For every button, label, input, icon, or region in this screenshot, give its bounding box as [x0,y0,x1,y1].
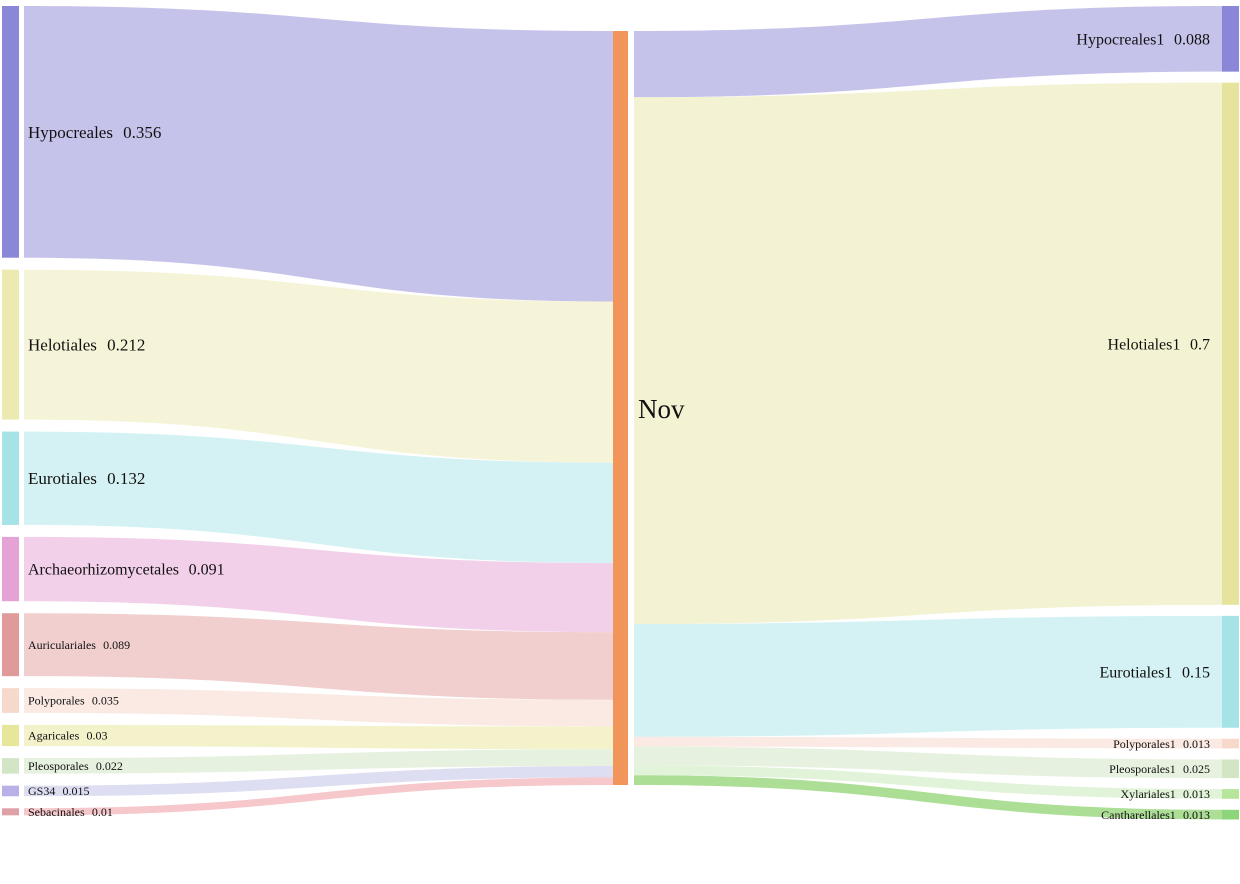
node-label-cantharellales1: Cantharellales1 0.013 [1101,808,1210,822]
label-name-sebacinales: Sebacinales [28,805,85,819]
node-label-archaeorhizomycetales: Archaeorhizomycetales 0.091 [28,562,225,579]
node-gs34 [2,785,19,797]
link-agaricales-nov [24,724,613,750]
link-archaeorhizomycetales-nov [24,536,613,633]
label-value-eurotiales1: 0.15 [1182,664,1210,681]
label-value-agaricales: 0.03 [87,729,108,743]
link-nov-polyporales1 [634,736,1222,749]
node-auriculariales [2,613,19,677]
label-value-cantharellales1: 0.013 [1183,808,1210,822]
node-label-pleosporales1: Pleosporales1 0.025 [1109,762,1210,776]
label-value-helotiales: 0.212 [107,336,145,355]
node-sebacinales [2,808,19,816]
node-eurotiales1 [1222,615,1239,728]
label-name-pleosporales: Pleosporales [28,759,89,773]
nodes [2,6,1239,820]
node-cantharellales1 [1222,809,1239,820]
label-value-helotiales1: 0.7 [1190,336,1210,353]
node-pleosporales1 [1222,759,1239,779]
link-gs34-nov [24,765,613,797]
link-nov-hypocreales1 [634,6,1222,98]
label-value-polyporales: 0.035 [92,694,119,708]
label-value-auriculariales: 0.089 [103,638,130,652]
node-agaricales [2,724,19,747]
node-label-agaricales: Agaricales 0.03 [28,729,108,743]
label-value-hypocreales: 0.356 [123,123,161,142]
node-label-polyporales: Polyporales 0.035 [28,694,119,708]
link-polyporales-nov [24,688,613,727]
labels: Nov Hypocreales 0.356 Helotiales 0.212 Euroti… [28,31,1210,821]
left-links [24,6,613,816]
node-xylariales1 [1222,789,1239,799]
node-polyporales1 [1222,738,1239,749]
node-hypocreales1 [1222,6,1239,72]
label-name-agaricales: Agaricales [28,729,80,743]
link-auriculariales-nov [24,613,613,700]
label-name-auriculariales: Auriculariales [28,638,96,652]
link-sebacinales-nov [24,777,613,816]
node-label-xylariales1: Xylariales1 0.013 [1120,787,1210,801]
node-label-pleosporales: Pleosporales 0.022 [28,759,123,773]
node-label-hypocreales: Hypocreales 0.356 [28,123,161,142]
node-label-auriculariales: Auriculariales 0.089 [28,638,130,652]
label-name-archaeorhizomycetales: Archaeorhizomycetales [28,562,179,579]
label-value-polyporales1: 0.013 [1183,737,1210,751]
label-name-cantharellales1: Cantharellales1 [1101,808,1176,822]
link-nov-eurotiales1 [634,615,1222,737]
label-name-polyporales: Polyporales [28,694,85,708]
label-name-helotiales: Helotiales [28,336,97,355]
node-label-eurotiales: Eurotiales 0.132 [28,469,145,488]
node-label-hypocreales1: Hypocreales1 0.088 [1076,31,1210,48]
label-name-xylariales1: Xylariales1 [1120,787,1175,801]
link-nov-helotiales1 [634,82,1222,624]
label-value-pleosporales: 0.022 [96,759,123,773]
node-nov [613,31,628,785]
node-label-polyporales1: Polyporales1 0.013 [1113,737,1210,751]
link-hypocreales-nov [24,6,613,302]
node-label-sebacinales: Sebacinales 0.01 [28,805,113,819]
label-name-helotiales1: Helotiales1 [1108,336,1181,353]
label-name-hypocreales1: Hypocreales1 [1076,31,1164,48]
node-label-gs34: GS34 0.015 [28,784,90,798]
label-value-sebacinales: 0.01 [92,805,113,819]
label-name-pleosporales1: Pleosporales1 [1109,762,1176,776]
label-value-archaeorhizomycetales: 0.091 [189,562,225,579]
label-value-gs34: 0.015 [63,784,90,798]
label-name-polyporales1: Polyporales1 [1113,737,1176,751]
label-value-pleosporales1: 0.025 [1183,762,1210,776]
node-helotiales1 [1222,82,1239,605]
label-value-eurotiales: 0.132 [107,469,145,488]
node-archaeorhizomycetales [2,536,19,602]
link-nov-pleosporales1 [634,746,1222,779]
node-label-helotiales1: Helotiales1 0.7 [1108,336,1210,353]
node-pleosporales [2,758,19,774]
link-eurotiales-nov [24,431,613,564]
label-name-eurotiales: Eurotiales [28,469,97,488]
label-name-eurotiales1: Eurotiales1 [1100,664,1173,681]
label-value-hypocreales1: 0.088 [1174,31,1210,48]
link-nov-cantharellales1 [634,775,1222,820]
node-label-helotiales: Helotiales 0.212 [28,336,145,355]
link-pleosporales-nov [24,749,613,774]
label-value-xylariales1: 0.013 [1183,787,1210,801]
node-hypocreales [2,6,19,258]
node-polyporales [2,688,19,713]
node-label-nov: Nov [638,394,685,424]
label-name-gs34: GS34 [28,784,55,798]
link-helotiales-nov [24,269,613,463]
node-label-eurotiales1: Eurotiales1 0.15 [1100,664,1210,681]
node-helotiales [2,269,19,420]
right-links [634,6,1222,820]
label-name-hypocreales: Hypocreales [28,123,113,142]
link-nov-xylariales1 [634,765,1222,799]
node-eurotiales [2,431,19,525]
